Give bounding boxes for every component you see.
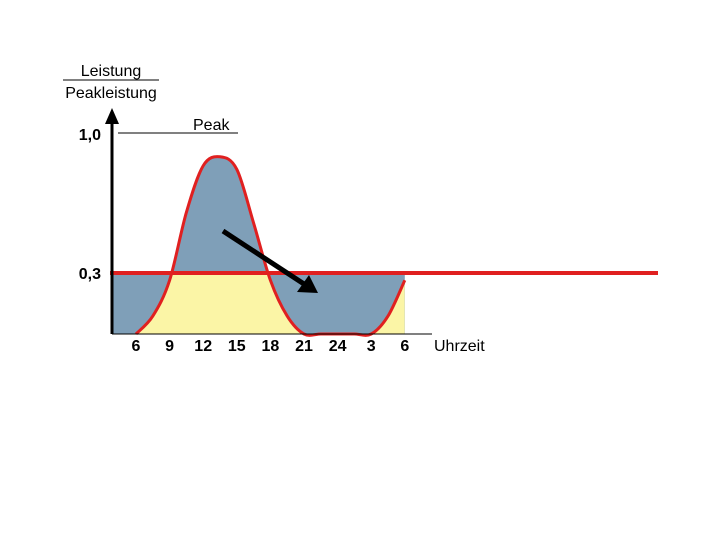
x-tick-label: 6 — [132, 338, 141, 355]
load-shift-arrowhead — [297, 275, 318, 293]
x-tick-label: 9 — [165, 338, 174, 355]
x-tick-label: 21 — [295, 338, 313, 355]
x-tick-label: 18 — [262, 338, 280, 355]
ylabel-denominator: Peakleistung — [65, 85, 157, 102]
x-tick-label: 15 — [228, 338, 246, 355]
x-tick-label: 24 — [329, 338, 347, 355]
chart-fills — [111, 156, 405, 334]
y-tick-label: 0,3 — [79, 266, 101, 283]
y-axis-arrowhead — [105, 108, 119, 124]
x-tick-label: 12 — [194, 338, 212, 355]
x-tick-label: 3 — [367, 338, 376, 355]
x-tick-label: 6 — [400, 338, 409, 355]
ylabel-numerator: Leistung — [81, 63, 142, 80]
peak-label: Peak — [193, 117, 230, 134]
x-axis-label: Uhrzeit — [434, 338, 485, 355]
load-shift-arrow — [221, 228, 306, 287]
y-tick-label: 1,0 — [79, 127, 101, 144]
x-tick-labels: 6 9 12 15 18 21 24 3 6 — [132, 338, 410, 355]
